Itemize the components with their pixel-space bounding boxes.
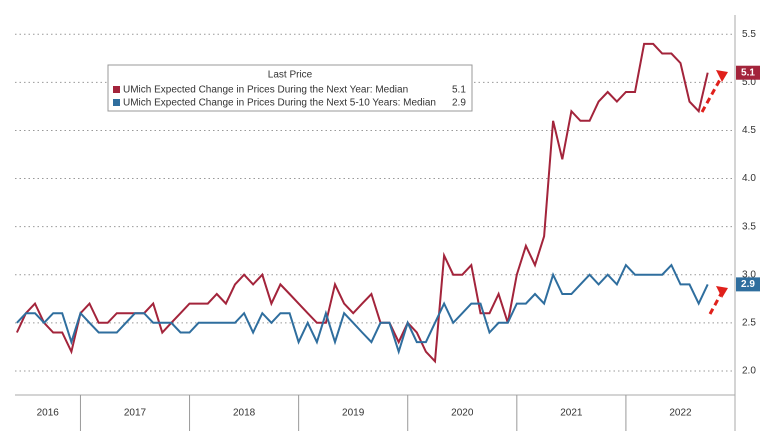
annotation-arrowhead xyxy=(716,286,728,298)
legend: Last Price UMich Expected Change in Pric… xyxy=(107,64,473,112)
y-tick-label: 5.5 xyxy=(742,29,756,40)
y-tick-label: 3.5 xyxy=(742,221,756,232)
last-value-tag xyxy=(736,277,760,292)
y-tick-label: 4.0 xyxy=(742,173,756,184)
series-line xyxy=(15,42,709,364)
annotation-arrow xyxy=(700,75,724,113)
legend-box xyxy=(107,64,473,112)
legend-value: 2.9 xyxy=(452,98,466,109)
annotation-arrowhead xyxy=(716,70,728,82)
last-value-label: 5.1 xyxy=(741,67,755,78)
y-tick-label: 2.5 xyxy=(742,317,756,328)
y-tick-label: 3.0 xyxy=(742,269,756,280)
y-tick-label: 4.5 xyxy=(742,125,756,136)
legend-swatch xyxy=(113,99,120,106)
series-line xyxy=(16,263,709,356)
x-tick-label: 2017 xyxy=(124,408,147,419)
legend-title: Last Price xyxy=(268,70,313,81)
legend-value: 5.1 xyxy=(452,85,466,96)
x-tick-label: 2022 xyxy=(669,408,692,419)
last-value-tag xyxy=(736,65,760,80)
last-value-label: 2.9 xyxy=(741,279,755,290)
y-tick-label: 5.0 xyxy=(742,77,756,88)
legend-entry: UMich Expected Change in Prices During t… xyxy=(123,85,408,96)
x-tick-label: 2018 xyxy=(233,408,256,419)
x-tick-label: 2016 xyxy=(37,408,60,419)
x-tick-label: 2021 xyxy=(560,408,583,419)
annotation-arrow xyxy=(708,291,724,315)
y-tick-label: 2.0 xyxy=(742,366,756,377)
x-tick-label: 2019 xyxy=(342,408,365,419)
x-tick-label: 2020 xyxy=(451,408,474,419)
legend-swatch xyxy=(113,86,120,93)
legend-entry: UMich Expected Change in Prices During t… xyxy=(123,98,436,109)
